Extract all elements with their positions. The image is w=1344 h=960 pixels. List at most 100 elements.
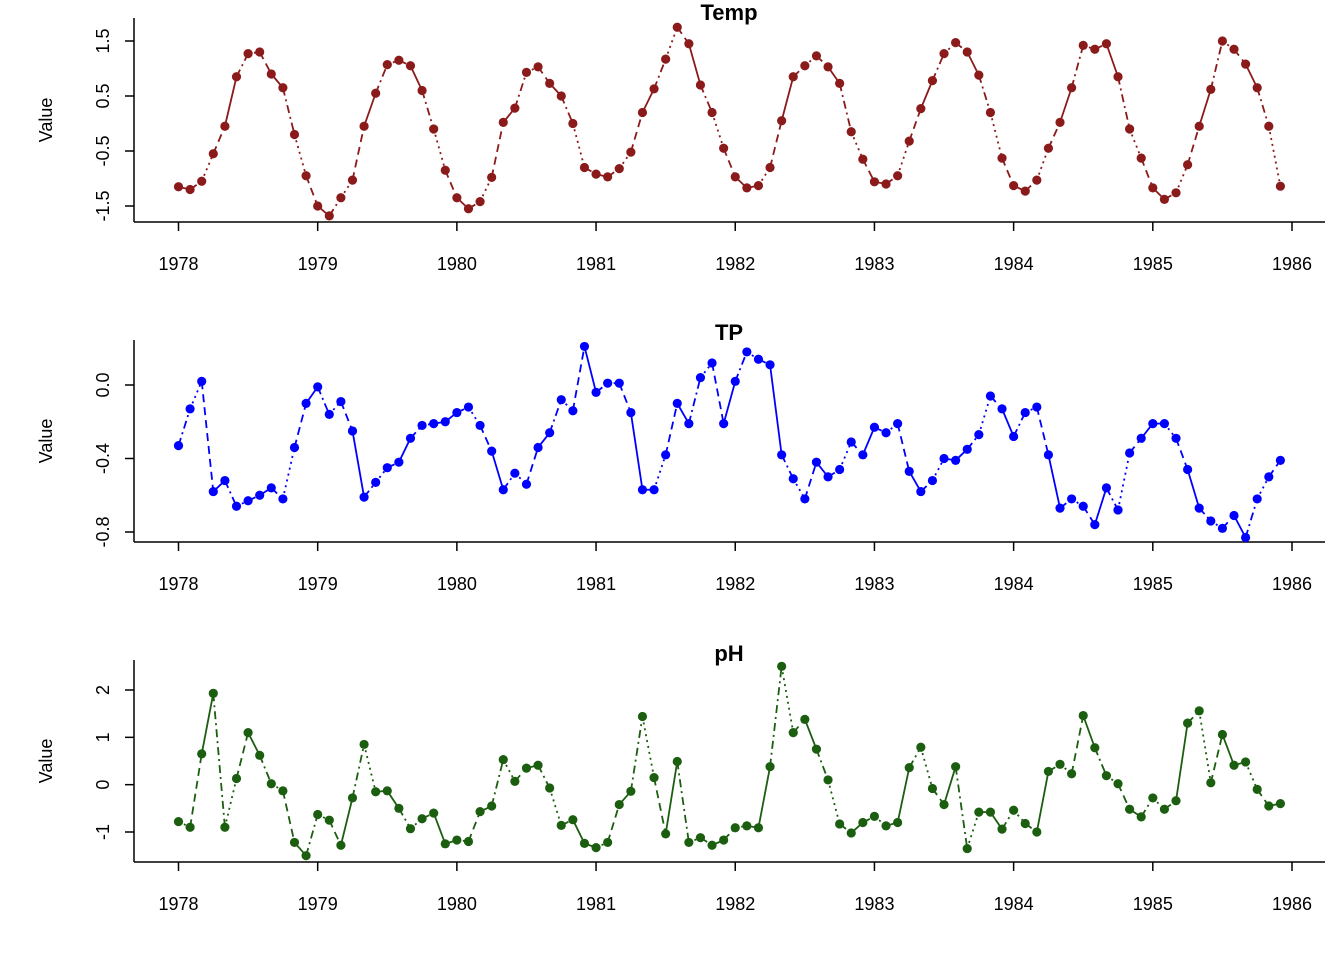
series-line-segment <box>224 778 238 828</box>
data-point <box>243 496 253 506</box>
data-point <box>510 776 520 786</box>
data-point <box>1032 175 1042 185</box>
series-line-segment <box>571 123 586 168</box>
series-line-segment <box>711 362 725 424</box>
data-point <box>197 749 207 759</box>
data-point <box>313 382 323 392</box>
x-tick-label: 1981 <box>576 894 616 914</box>
series-line-segment <box>722 147 737 178</box>
data-point <box>324 815 334 825</box>
series-line-segment <box>363 92 377 127</box>
y-axis-title: Value <box>36 419 56 464</box>
y-tick-label: 0.0 <box>93 372 113 397</box>
data-point <box>800 714 810 724</box>
data-point <box>893 171 903 181</box>
data-point <box>661 54 671 64</box>
data-point <box>1009 805 1019 815</box>
y-tick-label: -1.5 <box>93 190 113 221</box>
data-point <box>510 103 520 113</box>
data-point <box>788 72 798 82</box>
series-line-segment <box>1117 452 1131 511</box>
data-point <box>568 815 578 825</box>
data-point <box>951 762 961 772</box>
data-point <box>289 837 300 848</box>
data-point <box>962 444 972 454</box>
data-point <box>753 181 764 191</box>
data-point <box>1275 181 1286 191</box>
series-line-segment <box>282 790 296 843</box>
data-point <box>417 814 427 824</box>
series-line-segment <box>525 447 539 485</box>
data-point <box>1275 799 1286 809</box>
y-tick-label: 1.5 <box>93 28 113 53</box>
series-line-segment <box>780 76 795 121</box>
data-point <box>1159 804 1170 814</box>
series-line-segment <box>490 759 505 807</box>
series-line-segment <box>1035 147 1050 181</box>
data-point <box>1241 59 1251 69</box>
data-point <box>579 162 590 173</box>
data-point <box>266 483 276 493</box>
data-point <box>637 107 648 118</box>
data-point <box>255 47 265 57</box>
series-line-segment <box>235 732 249 779</box>
data-point <box>962 47 972 57</box>
data-point <box>846 127 856 137</box>
data-point <box>753 354 764 364</box>
data-point <box>811 457 822 467</box>
data-point <box>347 793 358 803</box>
data-point <box>289 129 300 140</box>
data-point <box>173 816 184 827</box>
data-point <box>1183 718 1193 728</box>
data-point <box>429 124 439 134</box>
data-point <box>835 78 845 88</box>
series-line-segment <box>351 126 365 181</box>
data-point <box>255 490 265 500</box>
series-line-segment <box>1001 408 1015 437</box>
series-line-segment <box>1035 406 1050 456</box>
data-point <box>1206 84 1216 94</box>
data-point <box>185 822 195 832</box>
panel-ph: pH Value -1 0 1 2 1978 1979 1980 1981 1982 1983 1984… <box>36 641 1325 914</box>
series-line-segment <box>189 380 203 410</box>
series-line-segment <box>212 693 226 828</box>
data-point <box>614 378 624 388</box>
series-line-segment <box>479 177 493 202</box>
data-point <box>1183 160 1193 170</box>
series-line-segment <box>212 125 226 155</box>
data-point <box>591 843 601 853</box>
series-line-segment <box>1267 126 1282 187</box>
data-point <box>823 775 833 785</box>
data-point <box>684 418 694 429</box>
data-point <box>185 184 195 195</box>
data-point <box>371 477 381 487</box>
series-line-segment <box>467 811 481 842</box>
series-line-segment <box>1198 89 1212 127</box>
series-line-segment <box>1221 734 1235 766</box>
series-line-segment <box>340 401 354 432</box>
series-line-segment <box>282 87 296 135</box>
data-point <box>1009 181 1019 191</box>
data-point <box>916 104 926 114</box>
data-point <box>695 80 706 90</box>
data-point <box>394 457 404 467</box>
data-point <box>765 162 775 173</box>
series-line-segment <box>282 447 296 500</box>
data-point <box>1125 804 1135 814</box>
panel-title: TP <box>715 320 743 345</box>
series-line-segment <box>943 766 957 805</box>
series-line-segment <box>769 666 783 767</box>
data-point <box>1136 812 1146 822</box>
series-line-segment <box>571 346 586 411</box>
series-line-segment <box>1256 87 1270 127</box>
series-line-segment <box>490 450 505 490</box>
series-line-segment <box>1186 125 1201 166</box>
x-tick-label: 1978 <box>158 254 198 274</box>
data-point <box>974 430 984 440</box>
data-point <box>556 395 566 405</box>
series-line-segment <box>688 836 701 844</box>
data-point <box>1148 183 1158 193</box>
data-point <box>1067 83 1077 93</box>
data-point <box>707 358 717 368</box>
data-point <box>904 466 914 476</box>
